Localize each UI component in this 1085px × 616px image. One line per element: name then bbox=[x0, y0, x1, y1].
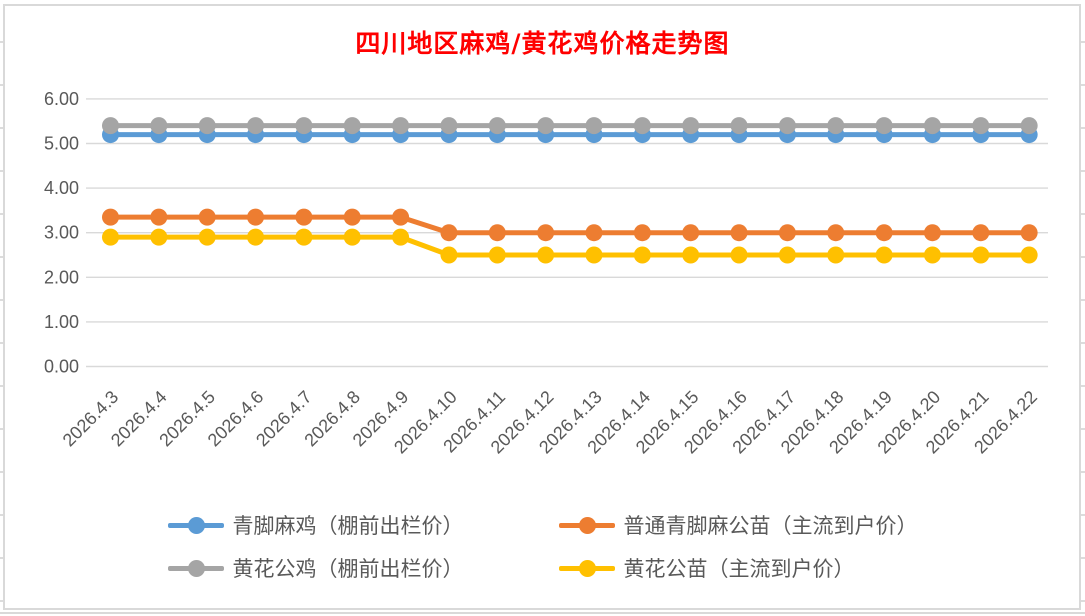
data-point-marker bbox=[440, 117, 458, 135]
data-point-marker bbox=[1020, 224, 1038, 242]
data-point-marker bbox=[633, 224, 651, 242]
data-point-marker bbox=[343, 208, 361, 226]
legend-line-marker-icon bbox=[558, 559, 615, 577]
data-point-marker bbox=[247, 228, 265, 246]
data-point-marker bbox=[343, 228, 361, 246]
legend-label: 普通青脚麻公苗（主流到户价） bbox=[623, 514, 918, 538]
data-point-marker bbox=[730, 246, 748, 264]
legend-dot bbox=[187, 517, 205, 534]
data-point-marker bbox=[972, 224, 990, 242]
data-point-marker bbox=[972, 246, 990, 264]
data-point-marker bbox=[778, 117, 796, 135]
data-point-marker bbox=[537, 117, 555, 135]
data-point-marker bbox=[682, 117, 700, 135]
data-point-marker bbox=[827, 246, 845, 264]
data-point-marker bbox=[537, 246, 555, 264]
data-point-marker bbox=[247, 208, 265, 226]
legend-dot bbox=[187, 560, 205, 577]
data-point-marker bbox=[198, 208, 216, 226]
data-point-marker bbox=[972, 117, 990, 135]
data-point-marker bbox=[875, 224, 893, 242]
y-tick-label: 1.00 bbox=[44, 312, 79, 332]
data-point-marker bbox=[150, 208, 168, 226]
sheet-left-gridline-strip bbox=[0, 0, 3, 616]
y-tick-label: 0.00 bbox=[44, 357, 79, 377]
data-point-marker bbox=[295, 228, 313, 246]
legend-label: 黄花公鸡（棚前出栏价） bbox=[232, 557, 464, 581]
data-point-marker bbox=[923, 246, 941, 264]
data-point-marker bbox=[198, 117, 216, 135]
data-point-marker bbox=[537, 224, 555, 242]
data-point-marker bbox=[585, 117, 603, 135]
legend: 青脚麻鸡（棚前出栏价） 普通青脚麻公苗（主流到户价） 黄花公鸡（棚前出栏价） 黄花公苗… bbox=[0, 507, 1085, 586]
data-point-marker bbox=[682, 224, 700, 242]
data-point-marker bbox=[198, 228, 216, 246]
sheet-row-gridline bbox=[0, 612, 1085, 614]
legend-item-3[interactable]: 黄花公苗（主流到户价） bbox=[558, 550, 918, 586]
data-point-marker bbox=[682, 246, 700, 264]
data-point-marker bbox=[488, 117, 506, 135]
data-point-marker bbox=[730, 224, 748, 242]
data-point-marker bbox=[923, 117, 941, 135]
legend-label: 青脚麻鸡（棚前出栏价） bbox=[232, 514, 464, 538]
data-point-marker bbox=[102, 117, 119, 135]
y-tick-label: 6.00 bbox=[44, 89, 79, 109]
sheet-right-gridline-strip bbox=[1081, 0, 1085, 616]
data-point-marker bbox=[1020, 246, 1038, 264]
data-point-marker bbox=[295, 208, 313, 226]
data-point-marker bbox=[827, 224, 845, 242]
legend-item-1[interactable]: 普通青脚麻公苗（主流到户价） bbox=[558, 507, 918, 543]
y-tick-label: 2.00 bbox=[44, 267, 79, 287]
data-point-marker bbox=[585, 246, 603, 264]
data-point-marker bbox=[827, 117, 845, 135]
data-point-marker bbox=[923, 224, 941, 242]
legend-dot bbox=[578, 517, 596, 534]
data-point-marker bbox=[1020, 117, 1038, 135]
legend-dot bbox=[578, 560, 596, 577]
data-point-marker bbox=[440, 246, 458, 264]
legend-line-marker-icon bbox=[558, 516, 615, 534]
data-point-marker bbox=[102, 208, 119, 226]
legend-item-2[interactable]: 黄花公鸡（棚前出栏价） bbox=[167, 550, 464, 586]
data-point-marker bbox=[488, 246, 506, 264]
data-point-marker bbox=[633, 117, 651, 135]
data-point-marker bbox=[392, 228, 410, 246]
chart-container[interactable] bbox=[3, 4, 1081, 610]
data-point-marker bbox=[875, 117, 893, 135]
data-point-marker bbox=[633, 246, 651, 264]
data-point-marker bbox=[875, 246, 893, 264]
legend-label: 黄花公苗（主流到户价） bbox=[623, 557, 855, 581]
chart-title: 四川地区麻鸡/黄花鸡价格走势图 bbox=[355, 29, 730, 58]
data-point-marker bbox=[730, 117, 748, 135]
y-tick-label: 3.00 bbox=[44, 223, 79, 243]
data-point-marker bbox=[585, 224, 603, 242]
data-point-marker bbox=[150, 228, 168, 246]
data-point-marker bbox=[778, 246, 796, 264]
legend-item-0[interactable]: 青脚麻鸡（棚前出栏价） bbox=[167, 507, 464, 543]
data-point-marker bbox=[150, 117, 168, 135]
legend-line-marker-icon bbox=[167, 516, 224, 534]
data-point-marker bbox=[392, 208, 410, 226]
data-point-marker bbox=[247, 117, 265, 135]
y-tick-label: 4.00 bbox=[44, 178, 79, 198]
data-point-marker bbox=[343, 117, 361, 135]
data-point-marker bbox=[295, 117, 313, 135]
data-point-marker bbox=[440, 224, 458, 242]
data-point-marker bbox=[102, 228, 119, 246]
data-point-marker bbox=[392, 117, 410, 135]
legend-line-marker-icon bbox=[167, 559, 224, 577]
data-point-marker bbox=[778, 224, 796, 242]
y-tick-label: 5.00 bbox=[44, 134, 79, 154]
data-point-marker bbox=[488, 224, 506, 242]
